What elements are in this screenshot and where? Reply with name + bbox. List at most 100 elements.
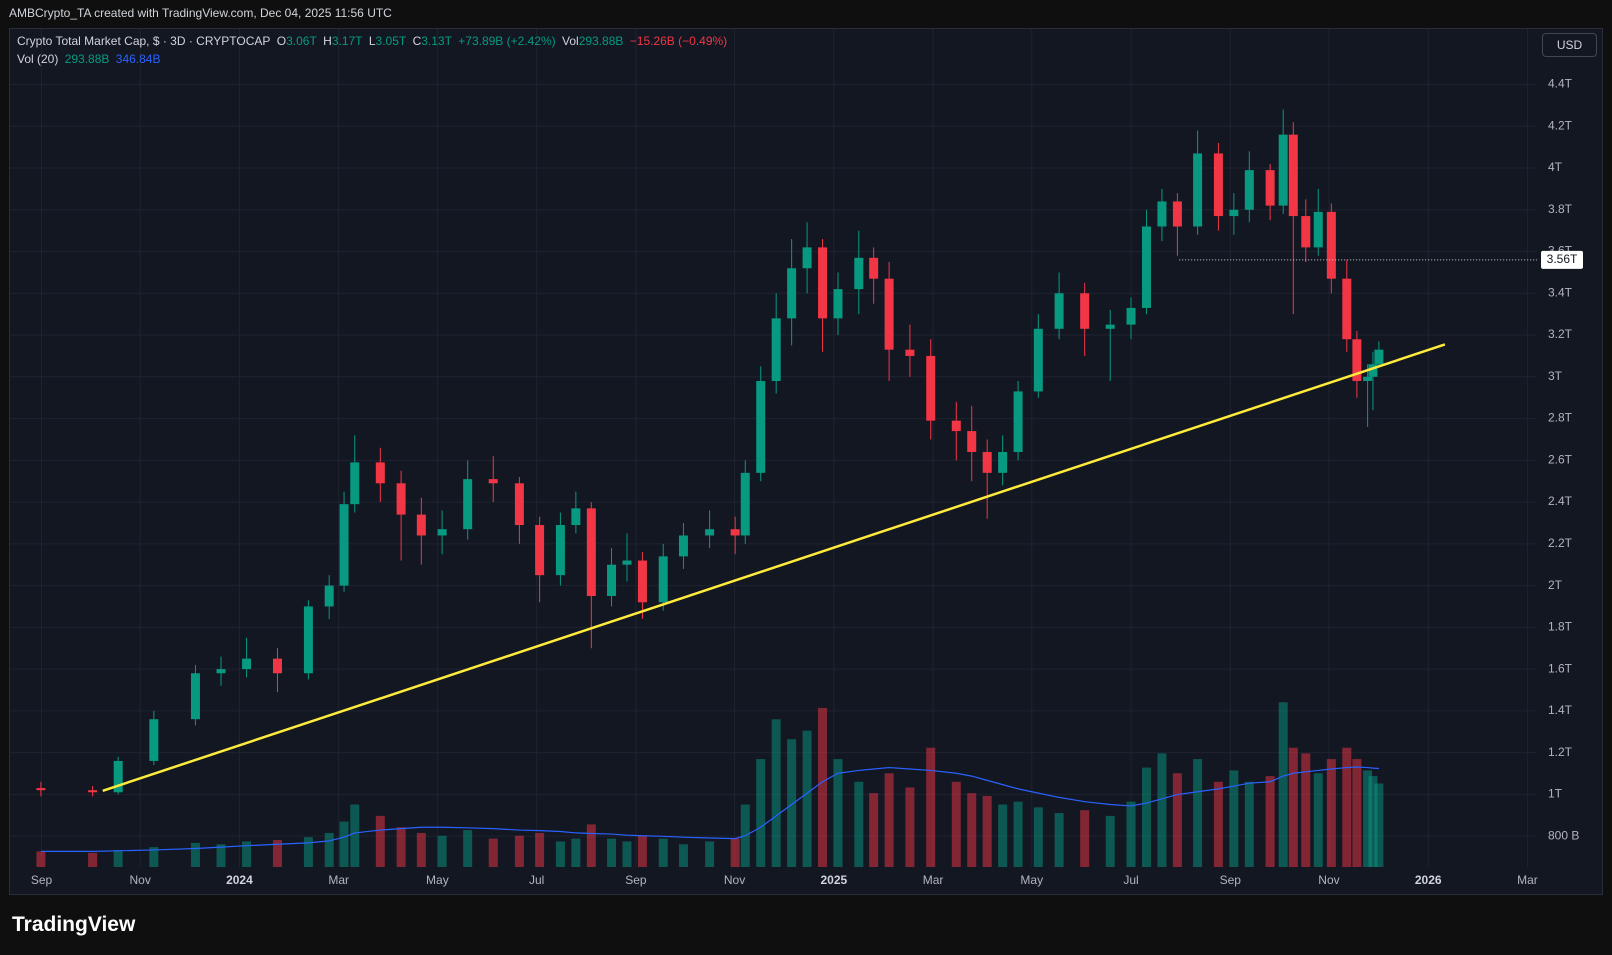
volume-bar [1326,759,1336,867]
candle-body [1244,170,1254,210]
legend-value: 293.88B [578,34,624,48]
candle-body [88,790,98,793]
y-tick-label: 2.8T [1548,411,1573,425]
legend-value: 3.05T [375,34,407,48]
y-tick-label: 4.4T [1548,77,1573,91]
candle-body [1157,201,1167,227]
volume-bar [622,841,632,867]
candle-body [1080,293,1090,329]
legend-line: Crypto Total Market Cap, $ · 3D · CRYPTO… [17,34,730,48]
legend-label: Vol [562,34,579,48]
candle-body [869,257,879,279]
volume-bar [88,852,98,867]
candle-body [1105,324,1115,329]
volume-bar [416,832,426,867]
candle-body [1326,211,1336,279]
y-tick-label: 2.6T [1548,452,1573,466]
candle-body [951,420,961,432]
candle-body [833,289,843,319]
volume-bar [756,759,766,867]
x-tick-label: Mar [923,873,944,887]
candle-body [396,483,406,515]
volume-bar [1193,759,1203,867]
candle-body [1352,339,1362,381]
legend-label: Vol (20) [17,52,59,66]
candle-body [1172,201,1182,227]
volume-bar [36,851,46,867]
volume-bar [488,838,498,867]
volume-bar [535,832,545,867]
candle-body [818,247,828,319]
candle-body [1193,153,1203,227]
candle-body [705,529,715,536]
candle-body [771,318,781,381]
volume-bar [1033,807,1043,867]
volume-bar [1313,773,1323,867]
currency-button[interactable]: USD [1542,33,1597,57]
volume-bar [375,815,385,867]
y-tick-label: 3.4T [1548,285,1573,299]
volume-bar [1265,776,1275,867]
y-tick-label: 3.8T [1548,202,1573,216]
candle-body [1363,376,1373,381]
candle-body [555,525,565,576]
volume-bar [396,827,406,867]
attribution: AMBCrypto_TA created with TradingView.co… [9,6,392,20]
candle-body [1301,216,1311,248]
x-tick-label: Mar [1517,873,1538,887]
volume-bar [658,838,668,867]
x-tick-label: Nov [130,873,151,887]
candle-body [1278,134,1288,206]
y-tick-label: 1.2T [1548,745,1573,759]
volume-bar [637,835,647,867]
volume-bar [1013,801,1023,867]
volume-bar [1105,815,1115,867]
candle-body [113,760,123,793]
legend-label: O [276,34,287,48]
legend-value: 293.88B [64,52,110,66]
candle-body [740,472,750,536]
candle-body [272,658,282,674]
candle-body [375,462,385,484]
y-tick-label: 3T [1548,369,1563,383]
y-tick-label: 3.2T [1548,327,1573,341]
candle-body [437,529,447,536]
volume-bar [514,835,524,867]
volume-bar [1342,747,1352,867]
volume-bar [113,849,123,867]
volume-bar [303,837,313,867]
volume-bar [802,730,812,867]
candle-body [607,564,617,597]
y-tick-label: 1.6T [1548,661,1573,675]
volume-bar [982,795,992,867]
volume-bar [818,707,828,867]
y-tick-label: 2T [1548,578,1563,592]
volume-bar [1244,781,1254,867]
volume-bar [1368,776,1378,867]
volume-bar [884,773,894,867]
candle-body [1288,134,1298,217]
y-tick-label: 2.4T [1548,494,1573,508]
volume-bar [571,838,581,867]
volume-bar [926,747,936,867]
legend-change: +73.89B (+2.42%) [458,34,556,48]
volume-bar [1278,702,1288,867]
candle-body [730,529,740,536]
trendline [102,343,1446,792]
y-tick-label: 1T [1548,787,1563,801]
volume-bar [1229,770,1239,867]
volume-bar [1157,753,1167,867]
volume-bar [149,847,159,867]
x-tick-label: Sep [31,873,53,887]
candle-body [339,504,349,586]
candle-body [1054,293,1064,329]
candle-body [802,247,812,269]
x-tick-label: Sep [1220,873,1242,887]
candle-body [905,349,915,356]
volume-bar [1363,770,1373,867]
candle-body [514,483,524,526]
candle-body [149,719,159,761]
legend-label: C [412,34,422,48]
